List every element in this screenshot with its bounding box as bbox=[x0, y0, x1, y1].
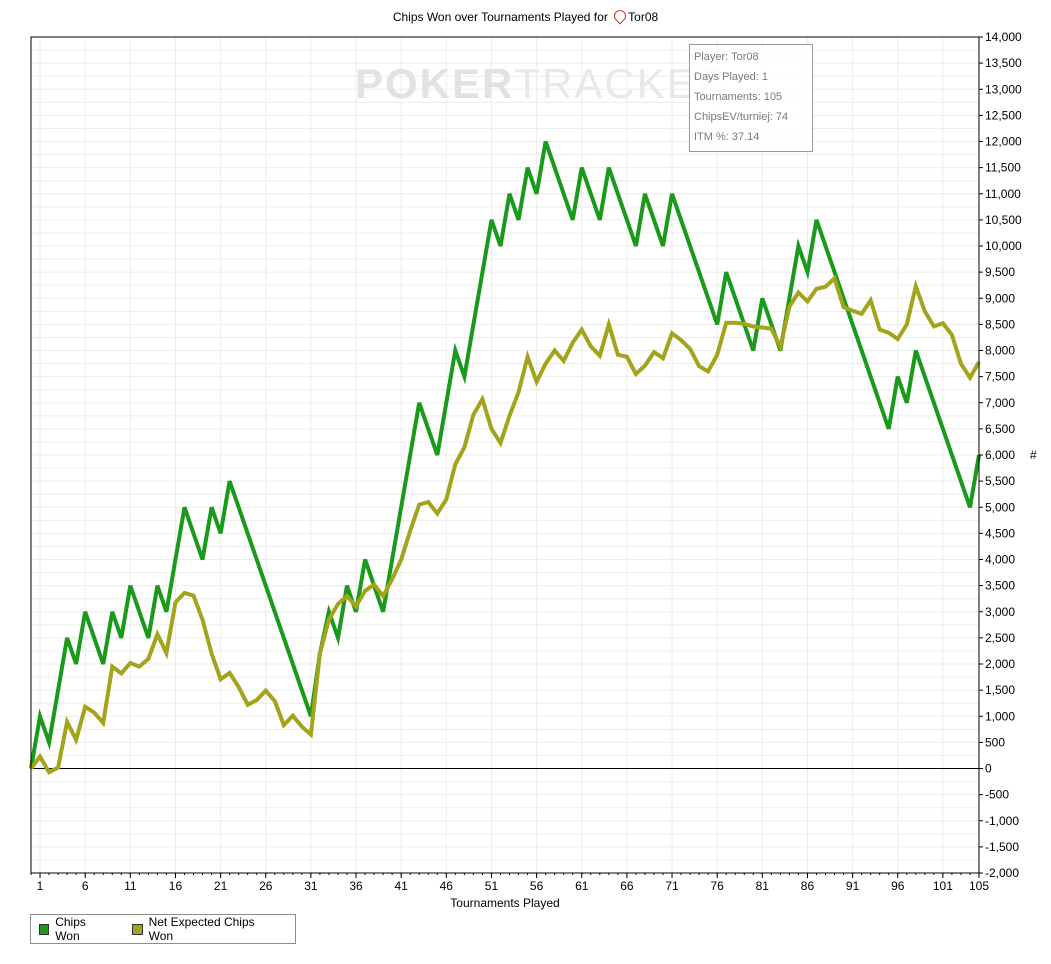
info-tournaments: Tournaments: 105 bbox=[694, 91, 783, 103]
x-tick-label: 105 bbox=[969, 879, 989, 893]
y-tick-label: -500 bbox=[985, 788, 1009, 802]
grid bbox=[31, 36, 980, 874]
info-days-played: Days Played: 1 bbox=[694, 71, 768, 83]
y-axis: -2,000 -1,500 -1,000 -500 0 500 1,000 1,500 2,00… bbox=[979, 30, 1022, 880]
y-tick-label: 9,500 bbox=[985, 265, 1015, 279]
legend: Chips Won Net Expected Chips Won bbox=[30, 914, 296, 944]
y-tick-label: -1,500 bbox=[985, 840, 1019, 854]
legend-item-net-expected[interactable]: Net Expected Chips Won bbox=[132, 915, 271, 943]
x-tick-label: 26 bbox=[259, 879, 273, 893]
x-tick-label: 31 bbox=[304, 879, 318, 893]
x-tick-label: 41 bbox=[394, 879, 408, 893]
x-tick-label: 66 bbox=[620, 879, 634, 893]
chart-title-player: Tor08 bbox=[628, 10, 659, 24]
x-tick-label: 46 bbox=[440, 879, 454, 893]
y-axis-label: # bbox=[1030, 448, 1037, 462]
x-tick-label: 56 bbox=[530, 879, 544, 893]
x-tick-label: 96 bbox=[891, 879, 905, 893]
x-tick-label: 91 bbox=[846, 879, 860, 893]
info-chipsev: ChipsEV/turniej: 74 bbox=[694, 111, 789, 123]
legend-item-chips-won[interactable]: Chips Won bbox=[39, 915, 108, 943]
x-tick-label: 51 bbox=[485, 879, 499, 893]
y-tick-label: 8,500 bbox=[985, 317, 1015, 331]
y-tick-label: 13,500 bbox=[985, 56, 1022, 70]
chart-title: Chips Won over Tournaments Played for To… bbox=[0, 7, 1051, 25]
x-tick-label: 1 bbox=[37, 879, 44, 893]
y-tick-label: 3,000 bbox=[985, 605, 1015, 619]
legend-swatch-net-expected bbox=[132, 923, 143, 935]
legend-label-chips-won: Chips Won bbox=[55, 915, 86, 943]
x-axis-label: Tournaments Played bbox=[450, 896, 560, 910]
legend-swatch-chips-won bbox=[39, 923, 50, 935]
y-tick-label: 4,000 bbox=[985, 553, 1015, 567]
y-tick-label: 9,000 bbox=[985, 291, 1015, 305]
y-tick-label: 2,500 bbox=[985, 631, 1015, 645]
x-tick-label: 76 bbox=[710, 879, 724, 893]
series-line-chips-won bbox=[29, 140, 981, 769]
y-tick-label: 7,500 bbox=[985, 370, 1015, 384]
x-tick-label: 86 bbox=[801, 879, 815, 893]
y-tick-label: 10,000 bbox=[985, 239, 1022, 253]
legend-label-net-expected: Net Expected Chips Won bbox=[148, 915, 255, 943]
poker-site-icon bbox=[611, 7, 629, 25]
info-player: Player: Tor08 bbox=[694, 51, 759, 63]
x-tick-label: 6 bbox=[82, 879, 89, 893]
info-itm: ITM %: 37.14 bbox=[694, 131, 760, 143]
x-tick-label: 81 bbox=[756, 879, 770, 893]
y-tick-label: -2,000 bbox=[985, 866, 1019, 880]
player-info-box: Player: Tor08 Days Played: 1 Tournaments… bbox=[689, 44, 813, 152]
x-axis: 1 6 11 16 21 26 31 36 41 46 51 56 61 66 71 76 81 86 91 96 10… bbox=[30, 873, 989, 893]
y-tick-label: 7,000 bbox=[985, 396, 1015, 410]
x-tick-label: 36 bbox=[349, 879, 363, 893]
y-tick-label: 4,500 bbox=[985, 526, 1015, 540]
series-line-net-expected bbox=[29, 274, 981, 775]
x-tick-label: 101 bbox=[933, 879, 953, 893]
y-tick-label: 12,500 bbox=[985, 108, 1022, 122]
y-tick-label: 14,000 bbox=[985, 30, 1022, 44]
y-tick-label: 6,500 bbox=[985, 422, 1015, 436]
y-tick-label: 5,500 bbox=[985, 474, 1015, 488]
x-tick-label: 11 bbox=[124, 879, 137, 893]
pokertracker-watermark: POKERTRACKER bbox=[355, 60, 730, 107]
y-tick-label: 10,500 bbox=[985, 213, 1022, 227]
y-tick-label: 0 bbox=[985, 762, 992, 776]
x-tick-label: 61 bbox=[575, 879, 589, 893]
chart-title-text: Chips Won over Tournaments Played for bbox=[392, 10, 608, 24]
y-tick-label: 3,500 bbox=[985, 579, 1015, 593]
y-tick-label: 1,000 bbox=[985, 709, 1015, 723]
y-tick-label: -1,000 bbox=[985, 814, 1019, 828]
x-tick-label: 16 bbox=[169, 879, 183, 893]
series-layer bbox=[29, 140, 981, 775]
y-tick-label: 11,000 bbox=[985, 187, 1021, 201]
x-tick-label: 21 bbox=[214, 879, 228, 893]
y-tick-label: 500 bbox=[985, 735, 1005, 749]
y-tick-label: 12,000 bbox=[985, 135, 1022, 149]
y-tick-label: 6,000 bbox=[985, 448, 1015, 462]
y-tick-label: 13,000 bbox=[985, 82, 1022, 96]
y-tick-label: 2,000 bbox=[985, 657, 1015, 671]
y-tick-label: 8,000 bbox=[985, 344, 1015, 358]
x-tick-label: 71 bbox=[665, 879, 679, 893]
y-tick-label: 1,500 bbox=[985, 683, 1015, 697]
y-tick-label: 11,500 bbox=[985, 161, 1021, 175]
y-tick-label: 5,000 bbox=[985, 500, 1015, 514]
